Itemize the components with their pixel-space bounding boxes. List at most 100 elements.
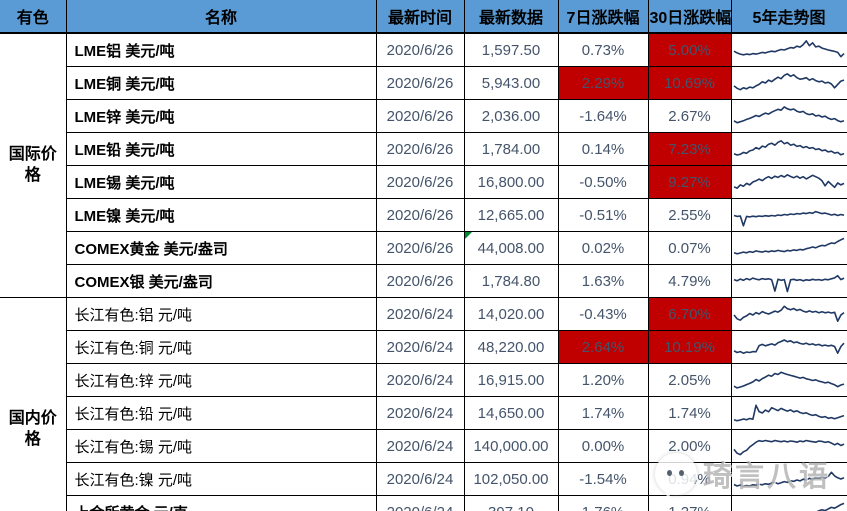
table-row: LME锌 美元/吨 2020/6/26 2,036.00 -1.64% 2.67…: [0, 99, 847, 133]
table-row: 长江有色:铜 元/吨 2020/6/24 48,220.00 2.64% 10.…: [0, 330, 847, 364]
cell-date: 2020/6/24: [375, 363, 465, 397]
cell-date: 2020/6/24: [375, 396, 465, 430]
sparkline-chart: [730, 396, 847, 430]
table-row: LME铅 美元/吨 2020/6/26 1,784.00 0.14% 7.23%: [0, 132, 847, 166]
cell-chg30: 6.70%: [647, 297, 732, 331]
cell-chg7: 2.64%: [557, 330, 649, 364]
cell-name: LME镍 美元/吨: [65, 198, 377, 232]
cell-value: 2,036.00: [463, 99, 559, 133]
cell-value: 397.10: [463, 495, 559, 511]
table-row: LME铜 美元/吨 2020/6/26 5,943.00 2.29% 10.69…: [0, 66, 847, 100]
cell-chg7: 0.73%: [557, 32, 649, 67]
cell-chg30: 9.27%: [647, 165, 732, 199]
cell-chg7: 1.76%: [557, 495, 649, 511]
cell-value: 1,597.50: [463, 32, 559, 67]
cell-chg30: 5.00%: [647, 32, 732, 67]
sparkline-chart: [730, 330, 847, 364]
header-category: 有色: [0, 0, 67, 34]
table-row: 长江有色:锌 元/吨 2020/6/24 16,915.00 1.20% 2.0…: [0, 363, 847, 397]
cell-chg30: 7.23%: [647, 132, 732, 166]
header-time: 最新时间: [375, 0, 465, 34]
cell-value: 44,008.00: [463, 231, 559, 265]
section-label-domestic: 国内价格: [0, 297, 67, 511]
cell-chg7: -0.50%: [557, 165, 649, 199]
cell-value: 16,800.00: [463, 165, 559, 199]
cell-value: 5,943.00: [463, 66, 559, 100]
cell-chg30: 0.94%: [647, 462, 732, 496]
cell-date: 2020/6/26: [375, 132, 465, 166]
cell-chg7: 1.74%: [557, 396, 649, 430]
cell-name: LME锡 美元/吨: [65, 165, 377, 199]
cell-date: 2020/6/26: [375, 66, 465, 100]
cell-chg7: 1.63%: [557, 264, 649, 298]
cell-chg30: 4.79%: [647, 264, 732, 298]
sparkline-chart: [730, 462, 847, 496]
header-chg30: 30日涨跌幅: [647, 0, 732, 34]
table-row: COMEX银 美元/盎司 2020/6/26 1,784.80 1.63% 4.…: [0, 264, 847, 298]
cell-name: 长江有色:铜 元/吨: [65, 330, 377, 364]
cell-chg7: 2.29%: [557, 66, 649, 100]
cell-value: 1,784.80: [463, 264, 559, 298]
cell-name: 长江有色:铅 元/吨: [65, 396, 377, 430]
cell-date: 2020/6/26: [375, 99, 465, 133]
sparkline-chart: [730, 363, 847, 397]
sparkline-chart: [730, 198, 847, 232]
cell-date: 2020/6/24: [375, 330, 465, 364]
section-label-international: 国际价格: [0, 32, 67, 298]
cell-chg30: 0.07%: [647, 231, 732, 265]
header-trend: 5年走势图: [730, 0, 847, 34]
cell-date: 2020/6/26: [375, 198, 465, 232]
cell-chg30: 10.19%: [647, 330, 732, 364]
cell-value: 14,650.00: [463, 396, 559, 430]
cell-chg7: -0.51%: [557, 198, 649, 232]
cell-date: 2020/6/24: [375, 297, 465, 331]
cell-name: LME铝 美元/吨: [65, 32, 377, 67]
sparkline-chart: [730, 264, 847, 298]
cell-name: COMEX黄金 美元/盎司: [65, 231, 377, 265]
cell-name: LME锌 美元/吨: [65, 99, 377, 133]
cell-chg30: 2.00%: [647, 429, 732, 463]
cell-chg7: 1.20%: [557, 363, 649, 397]
table-row: 长江有色:镍 元/吨 2020/6/24 102,050.00 -1.54% 0…: [0, 462, 847, 496]
cell-name: COMEX银 美元/盎司: [65, 264, 377, 298]
cell-value: 16,915.00: [463, 363, 559, 397]
cell-name: 长江有色:锌 元/吨: [65, 363, 377, 397]
table-row: 上金所黄金 元/克 2020/6/24 397.10 1.76% 1.27%: [0, 495, 847, 511]
table-row: 国际价格 LME铝 美元/吨 2020/6/26 1,597.50 0.73% …: [0, 32, 847, 298]
cell-date: 2020/6/24: [375, 462, 465, 496]
cell-date: 2020/6/26: [375, 165, 465, 199]
cell-name: 上金所黄金 元/克: [65, 495, 377, 511]
table-row: 长江有色:铅 元/吨 2020/6/24 14,650.00 1.74% 1.7…: [0, 396, 847, 430]
sparkline-chart: [730, 132, 847, 166]
sparkline-chart: [730, 495, 847, 511]
cell-chg7: 0.14%: [557, 132, 649, 166]
header-name: 名称: [65, 0, 377, 34]
cell-chg7: 0.02%: [557, 231, 649, 265]
cell-chg30: 2.55%: [647, 198, 732, 232]
sparkline-chart: [730, 297, 847, 331]
table-row: 国内价格 长江有色:铝 元/吨 2020/6/24 14,020.00 -0.4…: [0, 297, 847, 511]
cell-date: 2020/6/24: [375, 495, 465, 511]
sparkline-chart: [730, 32, 847, 67]
cell-date: 2020/6/24: [375, 429, 465, 463]
cell-value: 12,665.00: [463, 198, 559, 232]
header-value: 最新数据: [463, 0, 559, 34]
cell-chg30: 2.05%: [647, 363, 732, 397]
cell-date: 2020/6/26: [375, 264, 465, 298]
cell-chg30: 1.27%: [647, 495, 732, 511]
sparkline-chart: [730, 99, 847, 133]
cell-chg30: 10.69%: [647, 66, 732, 100]
cell-name: 长江有色:锡 元/吨: [65, 429, 377, 463]
cell-value: 102,050.00: [463, 462, 559, 496]
table-row: COMEX黄金 美元/盎司 2020/6/26 44,008.00 0.02% …: [0, 231, 847, 265]
cell-chg7: 0.00%: [557, 429, 649, 463]
cell-name: LME铜 美元/吨: [65, 66, 377, 100]
cell-chg7: -0.43%: [557, 297, 649, 331]
cell-value: 1,784.00: [463, 132, 559, 166]
cell-date: 2020/6/26: [375, 32, 465, 67]
sparkline-chart: [730, 429, 847, 463]
cell-value: 14,020.00: [463, 297, 559, 331]
table-row: LME镍 美元/吨 2020/6/26 12,665.00 -0.51% 2.5…: [0, 198, 847, 232]
